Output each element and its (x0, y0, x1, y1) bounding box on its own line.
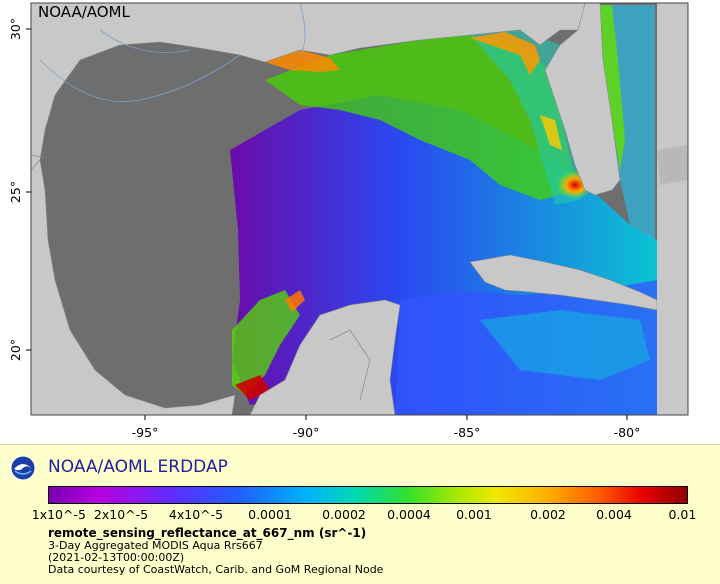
scale-label: 4x10^-5 (168, 507, 224, 522)
high-reflectance-big-bend (470, 32, 540, 75)
map-border (30, 2, 689, 416)
color-scale-labels: 1x10^-5 2x10^-5 4x10^-5 0.0001 0.0002 0.… (0, 507, 720, 523)
map-panel: NOAA/AOML -95° -90° -85° -80° 30° 25° 20… (8, 2, 689, 440)
river-line (39, 54, 241, 103)
land-mexico (30, 159, 236, 416)
border-line (329, 329, 371, 401)
lon-tick-label: -90° (293, 425, 320, 440)
scale-label: 0.0001 (248, 507, 292, 522)
axis-ticks (26, 28, 628, 420)
reflectance-field-campeche (232, 290, 300, 395)
high-reflectance-campeche-coast (285, 290, 305, 312)
brand-title: NOAA/AOML ERDDAP (48, 457, 228, 477)
scale-label: 0.004 (596, 507, 632, 522)
high-reflectance-tabasco (235, 375, 270, 400)
high-reflectance-sw-florida (540, 115, 562, 150)
river-mississippi (299, 2, 306, 56)
scale-label: 0.0002 (322, 507, 366, 522)
legend-panel: NOAA/AOML ERDDAP 1x10^-5 2x10^-5 4x10^-5… (0, 444, 720, 584)
lat-tick-label: 30° (8, 18, 23, 40)
variable-name: remote_sensing_reflectance_at_667_nm (sr… (48, 526, 367, 540)
scale-label: 0.01 (668, 507, 697, 522)
scale-label: 0.001 (456, 507, 492, 522)
land-bahamas (657, 145, 688, 185)
land-east-edge (657, 3, 688, 415)
lon-tick-label: -80° (614, 425, 641, 440)
reflectance-field-caribbean-mid (480, 310, 650, 380)
land-usa (30, 2, 586, 171)
color-scale-bar (48, 486, 688, 504)
border-line (30, 154, 46, 159)
high-reflectance-louisiana (265, 50, 340, 72)
dataset-title: 3-Day Aggregated MODIS Aqua Rrs667 (48, 539, 263, 552)
river-line (99, 29, 191, 53)
lon-tick-label: -85° (454, 425, 481, 440)
map-watermark: NOAA/AOML (38, 3, 131, 21)
lat-tick-label: 20° (8, 339, 23, 361)
data-credit: Data courtesy of CoastWatch, Carib. and … (48, 563, 384, 576)
noaa-logo-icon (10, 455, 36, 481)
reflectance-field-north-shelf (265, 35, 580, 200)
scale-label: 0.002 (530, 507, 566, 522)
scale-label: 1x10^-5 (31, 507, 86, 522)
scale-label: 0.0004 (387, 507, 431, 522)
dataset-time: (2021-02-13T00:00:00Z) (48, 551, 185, 564)
lon-tick-label: -95° (132, 425, 159, 440)
lat-tick-label: 25° (8, 181, 23, 203)
land-florida (544, 2, 621, 196)
scale-label: 2x10^-5 (93, 507, 149, 522)
map-svg: NOAA/AOML -95° -90° -85° -80° 30° 25° 20… (8, 2, 689, 440)
